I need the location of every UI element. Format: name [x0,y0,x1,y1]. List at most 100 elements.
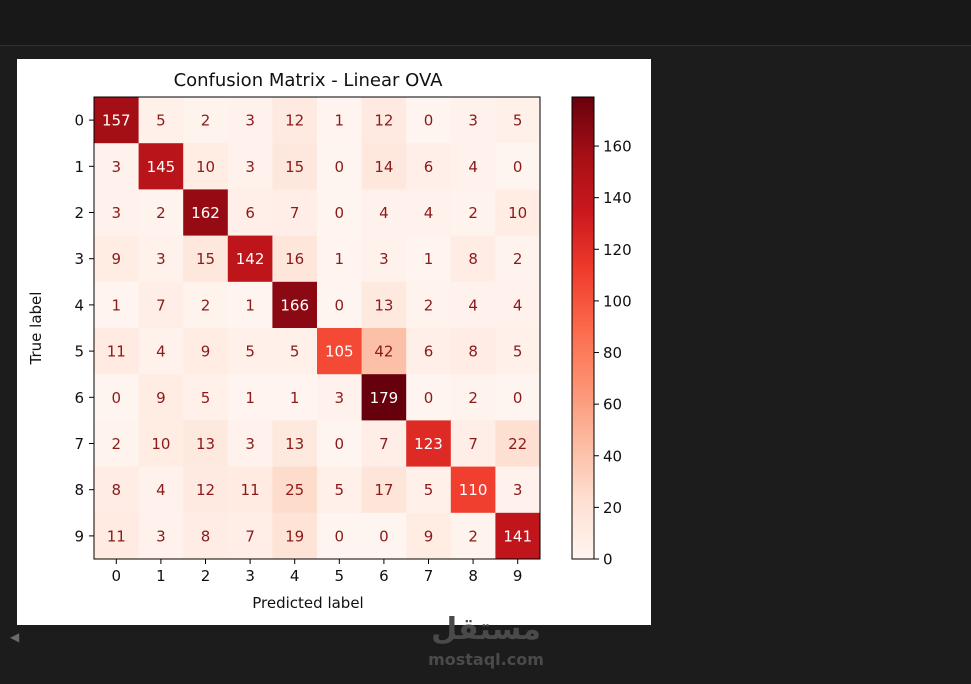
y-axis-label: True label [27,292,45,366]
cell-value-label: 7 [245,527,255,545]
heatmap-cell [272,235,318,283]
cell-value-label: 16 [285,250,304,268]
cell-value-label: 8 [112,481,122,499]
cell-value-label: 10 [508,204,527,222]
cell-value-label: 2 [201,112,211,130]
heatmap-cell [495,420,541,468]
cell-value-label: 3 [112,204,122,222]
heatmap-cell [361,143,407,190]
cell-value-label: 157 [102,112,131,130]
heatmap-cell [94,97,140,144]
heatmap-cell [138,189,184,237]
heatmap-cell [361,235,407,283]
cell-value-label: 6 [424,158,434,176]
heatmap-cell [450,512,496,560]
heatmap-cell [406,466,452,514]
cell-value-label: 1 [335,250,345,268]
heatmap-cell [361,281,407,329]
cell-value-label: 15 [285,158,304,176]
y-tick-label: 2 [74,204,84,222]
x-tick-label: 2 [201,567,211,585]
heatmap-cell [406,97,452,144]
cell-value-label: 3 [468,112,478,130]
colorbar-tick-label: 160 [603,138,632,156]
y-tick-label: 1 [74,158,84,176]
heatmap-cell [450,189,496,237]
heatmap-cell [94,512,140,560]
cell-value-label: 123 [414,435,443,453]
cell-value-label: 5 [335,481,345,499]
cell-value-label: 2 [201,296,211,314]
heatmap-cell [227,143,273,190]
cell-value-label: 12 [285,112,304,130]
cell-value-label: 9 [424,527,434,545]
heatmap-cell [138,328,184,375]
heatmap-cell [317,235,363,283]
heatmap-cell [317,374,363,421]
cell-value-label: 6 [245,204,255,222]
cell-value-label: 0 [335,158,345,176]
cell-value-label: 7 [379,435,389,453]
heatmap-cell [272,281,318,329]
heatmap-cell [406,328,452,375]
heatmap-cell [94,143,140,190]
cell-value-label: 9 [156,389,166,407]
cell-value-label: 8 [468,250,478,268]
cell-value-label: 19 [285,527,304,545]
cell-value-label: 42 [374,343,393,361]
colorbar-tick-label: 60 [603,396,622,414]
cell-value-label: 2 [468,527,478,545]
heatmap-cell [495,512,541,560]
cell-value-label: 12 [374,112,393,130]
cell-value-label: 0 [112,389,122,407]
y-tick-label: 6 [74,389,84,407]
confusion-matrix-chart: Confusion Matrix - Linear OVA 157 5 2 3 12 1 1… [27,70,632,612]
heatmap-cell [94,235,140,283]
left-triangle-icon[interactable]: ◀ [10,630,20,644]
cell-value-label: 13 [285,435,304,453]
x-tick-label: 0 [112,567,122,585]
cell-value-label: 3 [513,481,523,499]
heatmap-cell [450,466,496,514]
cell-value-label: 3 [335,389,345,407]
heatmap-cell [495,466,541,514]
cell-value-label: 5 [156,112,166,130]
heatmap-cell [495,235,541,283]
heatmap-cell [406,143,452,190]
cell-value-label: 179 [370,389,399,407]
heatmap-cell [94,328,140,375]
heatmap-cell [361,189,407,237]
colorbar-tick-label: 20 [603,499,622,517]
heatmap-cell [317,281,363,329]
heatmap-cell [138,143,184,190]
cell-value-label: 7 [156,296,166,314]
heatmap-cell [272,512,318,560]
cell-value-label: 5 [513,343,523,361]
heatmap-cell [272,143,318,190]
heatmap-cell [272,420,318,468]
cell-value-label: 10 [196,158,215,176]
cell-value-label: 2 [468,389,478,407]
cell-value-label: 22 [508,435,527,453]
heatmap-cell [272,328,318,375]
y-axis-ticks: 0 1 2 3 4 5 6 7 8 9 [74,112,94,545]
watermark-arabic: مستقل [431,612,541,647]
cell-value-label: 3 [112,158,122,176]
heatmap-cell [183,328,229,375]
colorbar [571,96,595,560]
y-tick-label: 3 [74,250,84,268]
cell-value-label: 3 [245,435,255,453]
cell-value-label: 3 [379,250,389,268]
x-tick-label: 3 [245,567,255,585]
heatmap-cell [183,281,229,329]
y-tick-label: 0 [74,112,84,130]
y-tick-label: 7 [74,435,84,453]
heatmap-cell [450,328,496,375]
cell-value-label: 9 [112,250,122,268]
y-tick-label: 4 [74,296,84,314]
heatmap-cell [227,328,273,375]
heatmap-cell [183,189,229,237]
heatmap-cell [138,374,184,421]
cell-value-label: 1 [290,389,300,407]
x-axis-label: Predicted label [252,594,363,612]
